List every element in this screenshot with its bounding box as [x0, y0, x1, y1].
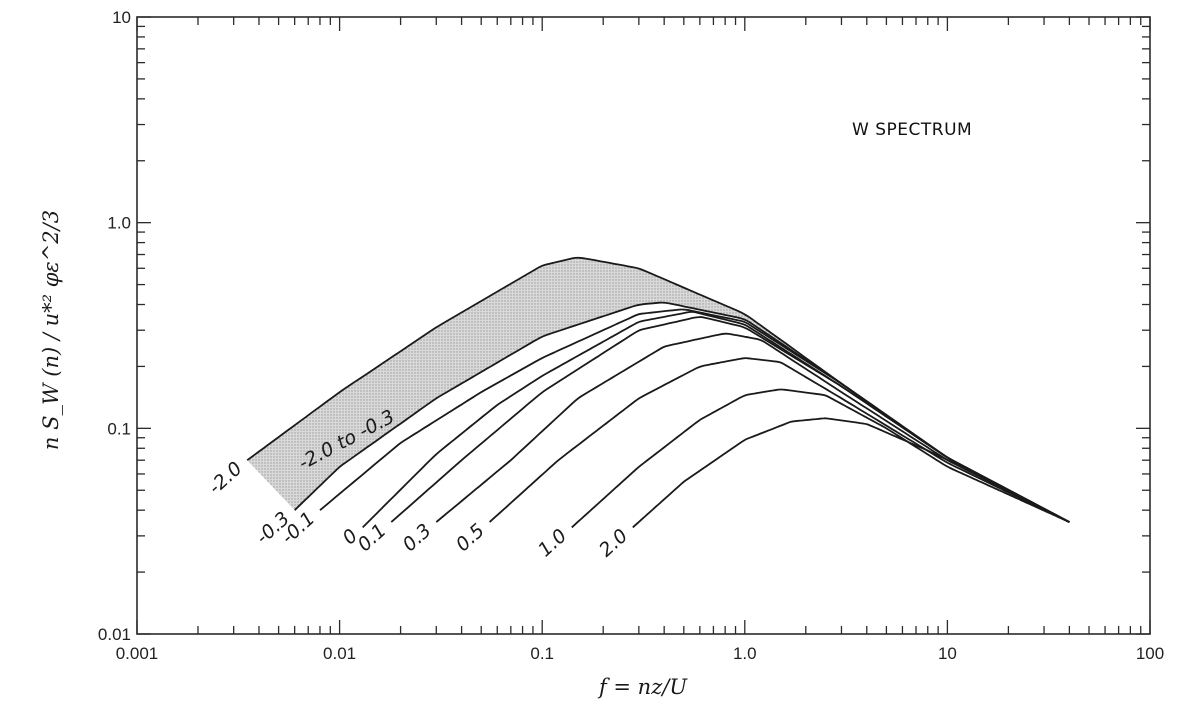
y-tick-label: 10 — [112, 8, 131, 27]
series-line — [632, 417, 1070, 529]
y-tick-label: 1.0 — [107, 214, 131, 233]
series-line — [571, 388, 1070, 529]
series-line — [390, 316, 1070, 523]
y-tick-label: 0.01 — [98, 625, 131, 644]
x-tick-label: 10 — [938, 644, 957, 663]
x-axis-title: f = nz/U — [597, 675, 688, 699]
curve-label: 0.5 — [452, 519, 489, 556]
y-tick-label: 0.1 — [107, 419, 131, 438]
curve-label: 1.0 — [534, 525, 571, 562]
series-line — [435, 332, 1070, 523]
curve-label: -2.0 — [204, 458, 246, 499]
curve-label: 2.0 — [595, 525, 632, 562]
x-tick-label: 100 — [1136, 644, 1164, 663]
curve-label: 0.3 — [398, 519, 435, 556]
x-tick-label: 0.1 — [530, 644, 554, 663]
y-axis-title: n S_W (n) / u*² φε^2/3 — [39, 210, 63, 450]
x-tick-label: 1.0 — [733, 644, 757, 663]
x-tick-label: 0.01 — [323, 644, 356, 663]
band-shading — [247, 257, 1070, 523]
series-line — [488, 357, 1070, 523]
annotation-text: W SPECTRUM — [852, 120, 972, 140]
x-tick-label: 0.001 — [116, 644, 159, 663]
curve-label: 0.1 — [353, 519, 390, 556]
plot-frame — [136, 16, 1151, 635]
